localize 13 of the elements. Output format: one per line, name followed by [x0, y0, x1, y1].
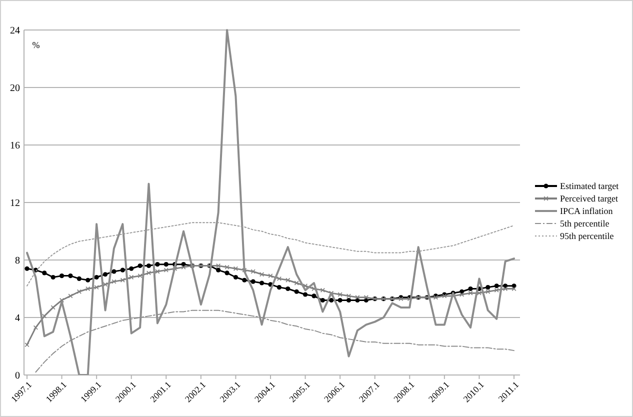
y-tick-label: 20: [10, 83, 20, 94]
legend-label: IPCA inflation: [560, 206, 614, 216]
legend-label: 95th percentile: [560, 231, 614, 242]
y-tick-label: 24: [10, 26, 20, 36]
legend-label: 5th percentile: [560, 218, 610, 229]
y-tick-label: 16: [10, 140, 20, 152]
y-axis-title: %: [32, 40, 40, 50]
legend-label: Perceived target: [560, 194, 619, 204]
y-tick-label: 12: [10, 198, 20, 209]
y-tick-label: 8: [15, 256, 20, 266]
legend-label: Estimated target: [560, 181, 620, 192]
y-tick-label: 0: [15, 370, 20, 382]
y-tick-label: 4: [15, 313, 20, 324]
